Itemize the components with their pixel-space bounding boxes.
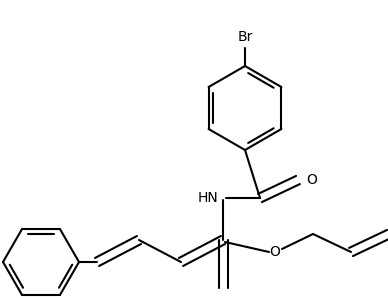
Text: HN: HN (197, 191, 218, 205)
Text: Br: Br (237, 30, 253, 44)
Text: O: O (270, 245, 281, 259)
Text: O: O (306, 173, 317, 187)
